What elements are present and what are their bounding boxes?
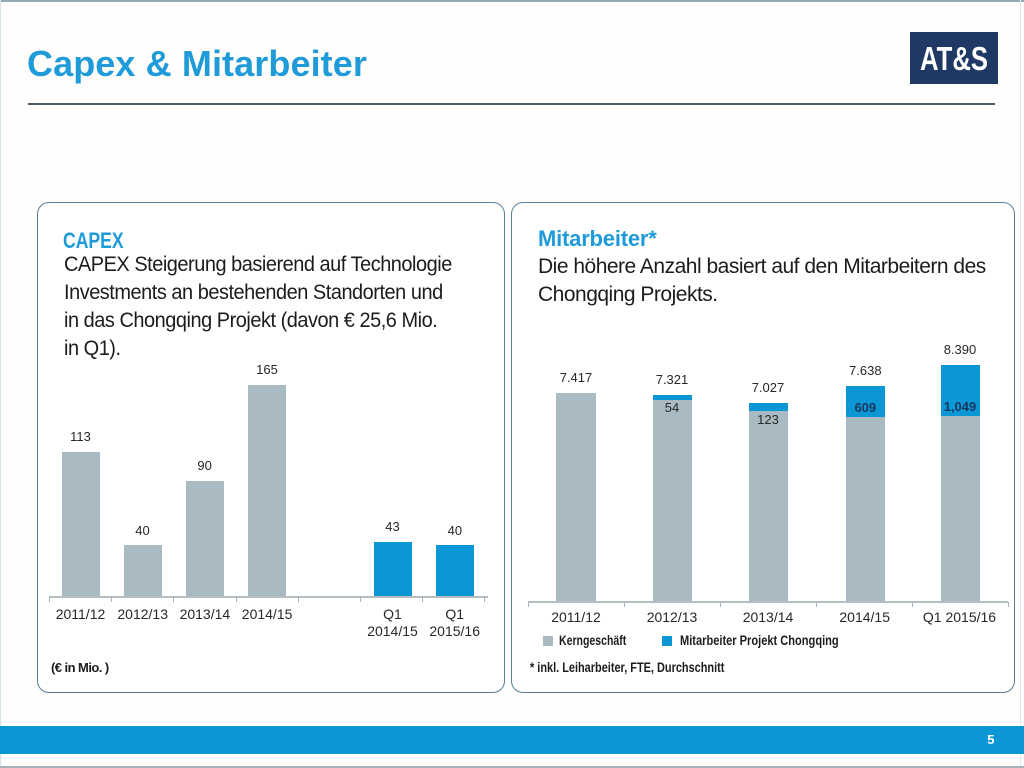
svg-text:AT&S: AT&S bbox=[920, 40, 988, 77]
